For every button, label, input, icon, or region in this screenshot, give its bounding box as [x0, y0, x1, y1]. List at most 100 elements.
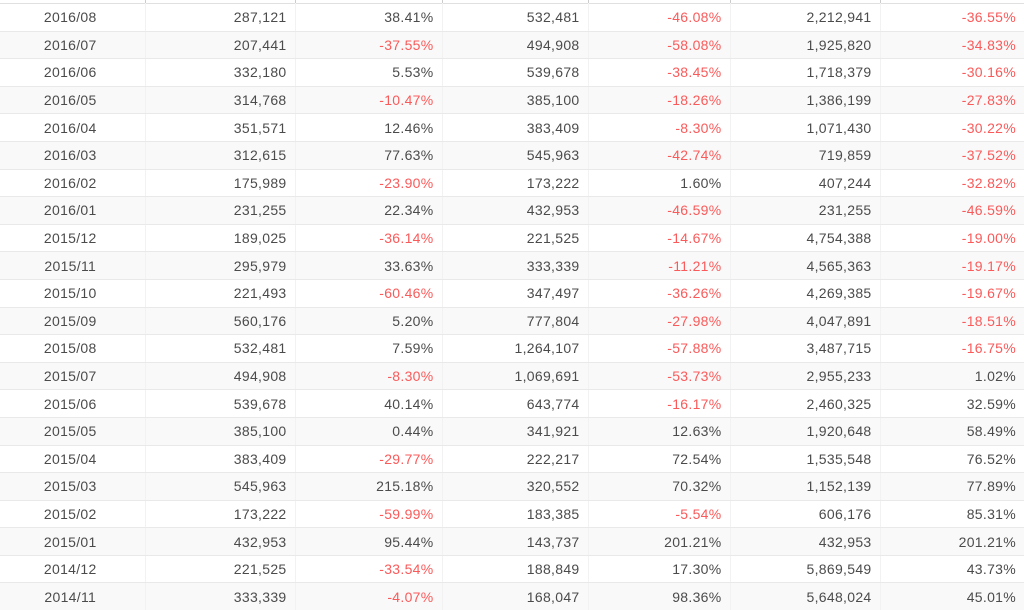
cell-pct-3: -32.82% [880, 169, 1024, 198]
cell-value-3: 1,386,199 [730, 86, 881, 115]
cell-pct-1: 38.41% [295, 3, 443, 32]
cell-value-2: 1,264,107 [442, 334, 589, 363]
cell-pct-3: -27.83% [880, 86, 1024, 115]
cell-value-2: 173,222 [442, 169, 589, 198]
cell-value-3: 4,754,388 [730, 224, 881, 253]
cell-pct-3: 43.73% [880, 555, 1024, 584]
cell-pct-1: -37.55% [295, 31, 443, 60]
cell-value-2: 385,100 [442, 86, 589, 115]
cell-pct-1: 0.44% [295, 417, 443, 446]
cell-value-3: 3,487,715 [730, 334, 881, 363]
cell-value-3: 432,953 [730, 527, 881, 556]
cell-value-1: 175,989 [145, 169, 296, 198]
cell-pct-2: 1.60% [588, 169, 731, 198]
cell-value-1: 221,525 [145, 555, 296, 584]
table-row: 2015/03 545,963 215.18% 320,552 70.32% 1,152,… [0, 472, 1024, 501]
cell-value-1: 287,121 [145, 3, 296, 32]
cell-value-2: 383,409 [442, 113, 589, 142]
cell-pct-1: -33.54% [295, 555, 443, 584]
cell-pct-3: -46.59% [880, 196, 1024, 225]
cell-value-2: 643,774 [442, 389, 589, 418]
cell-pct-1: -8.30% [295, 362, 443, 391]
cell-pct-2: 98.36% [588, 582, 731, 610]
cell-value-2: 183,385 [442, 500, 589, 529]
cell-value-1: 173,222 [145, 500, 296, 529]
cell-value-1: 221,493 [145, 279, 296, 308]
cell-pct-2: 70.32% [588, 472, 731, 501]
cell-value-3: 5,648,024 [730, 582, 881, 610]
cell-date: 2016/02 [0, 169, 146, 198]
cell-pct-1: 22.34% [295, 196, 443, 225]
cell-pct-2: -38.45% [588, 58, 731, 87]
table-row: 2015/06 539,678 40.14% 643,774 -16.17% 2,460,… [0, 389, 1024, 418]
cell-value-1: 351,571 [145, 113, 296, 142]
table-row: 2016/02 175,989 -23.90% 173,222 1.60% 407,244… [0, 169, 1024, 198]
cell-pct-3: -37.52% [880, 141, 1024, 170]
cell-value-2: 222,217 [442, 445, 589, 474]
cell-value-1: 532,481 [145, 334, 296, 363]
cell-value-3: 231,255 [730, 196, 881, 225]
cell-pct-3: 201.21% [880, 527, 1024, 556]
cell-pct-1: 77.63% [295, 141, 443, 170]
cell-value-3: 1,920,648 [730, 417, 881, 446]
cell-pct-2: -57.88% [588, 334, 731, 363]
cell-date: 2015/02 [0, 500, 146, 529]
column-border-tick [442, 0, 443, 3]
monthly-data-table: 2016/08 287,121 38.41% 532,481 -46.08% 2,212,… [0, 3, 1024, 610]
cell-pct-1: -23.90% [295, 169, 443, 198]
cell-pct-2: 201.21% [588, 527, 731, 556]
cell-pct-1: 7.59% [295, 334, 443, 363]
cell-pct-3: -18.51% [880, 307, 1024, 336]
table-row: 2016/08 287,121 38.41% 532,481 -46.08% 2,212,… [0, 3, 1024, 32]
cell-pct-3: -19.67% [880, 279, 1024, 308]
table-row: 2015/11 295,979 33.63% 333,339 -11.21% 4,565,… [0, 251, 1024, 280]
cell-date: 2016/05 [0, 86, 146, 115]
cell-value-2: 320,552 [442, 472, 589, 501]
cell-value-1: 385,100 [145, 417, 296, 446]
cell-value-2: 333,339 [442, 251, 589, 280]
cell-value-3: 2,955,233 [730, 362, 881, 391]
cell-value-2: 188,849 [442, 555, 589, 584]
cell-pct-3: 45.01% [880, 582, 1024, 610]
table-row: 2015/08 532,481 7.59% 1,264,107 -57.88% 3,487… [0, 334, 1024, 363]
table-row: 2016/06 332,180 5.53% 539,678 -38.45% 1,718,3… [0, 58, 1024, 87]
column-border-tick [730, 0, 731, 3]
cell-pct-2: 12.63% [588, 417, 731, 446]
cell-pct-1: -10.47% [295, 86, 443, 115]
cell-value-3: 1,925,820 [730, 31, 881, 60]
cell-value-1: 207,441 [145, 31, 296, 60]
cell-pct-2: -42.74% [588, 141, 731, 170]
cell-pct-3: 77.89% [880, 472, 1024, 501]
cell-pct-3: 58.49% [880, 417, 1024, 446]
cell-pct-1: 215.18% [295, 472, 443, 501]
cell-value-2: 432,953 [442, 196, 589, 225]
cell-pct-1: 12.46% [295, 113, 443, 142]
cell-date: 2015/04 [0, 445, 146, 474]
table-row: 2014/12 221,525 -33.54% 188,849 17.30% 5,869,… [0, 555, 1024, 584]
table-row: 2016/07 207,441 -37.55% 494,908 -58.08% 1,925… [0, 31, 1024, 60]
cell-value-2: 168,047 [442, 582, 589, 610]
cell-value-1: 560,176 [145, 307, 296, 336]
cell-date: 2016/03 [0, 141, 146, 170]
cell-pct-3: -30.16% [880, 58, 1024, 87]
cell-pct-3: -16.75% [880, 334, 1024, 363]
cell-pct-3: -19.00% [880, 224, 1024, 253]
cell-value-3: 4,047,891 [730, 307, 881, 336]
table-row: 2014/11 333,339 -4.07% 168,047 98.36% 5,648,0… [0, 582, 1024, 610]
cell-value-1: 189,025 [145, 224, 296, 253]
table-row: 2016/03 312,615 77.63% 545,963 -42.74% 719,85… [0, 141, 1024, 170]
cell-value-2: 494,908 [442, 31, 589, 60]
cell-pct-2: -46.59% [588, 196, 731, 225]
cell-pct-1: 5.20% [295, 307, 443, 336]
cell-pct-2: 17.30% [588, 555, 731, 584]
cell-value-3: 719,859 [730, 141, 881, 170]
table-row: 2016/04 351,571 12.46% 383,409 -8.30% 1,071,4… [0, 113, 1024, 142]
cell-value-1: 383,409 [145, 445, 296, 474]
cell-pct-3: 76.52% [880, 445, 1024, 474]
cell-pct-1: -60.46% [295, 279, 443, 308]
cell-value-2: 347,497 [442, 279, 589, 308]
cell-value-2: 341,921 [442, 417, 589, 446]
cell-pct-2: -11.21% [588, 251, 731, 280]
cell-value-1: 312,615 [145, 141, 296, 170]
table-row: 2015/12 189,025 -36.14% 221,525 -14.67% 4,754… [0, 224, 1024, 253]
